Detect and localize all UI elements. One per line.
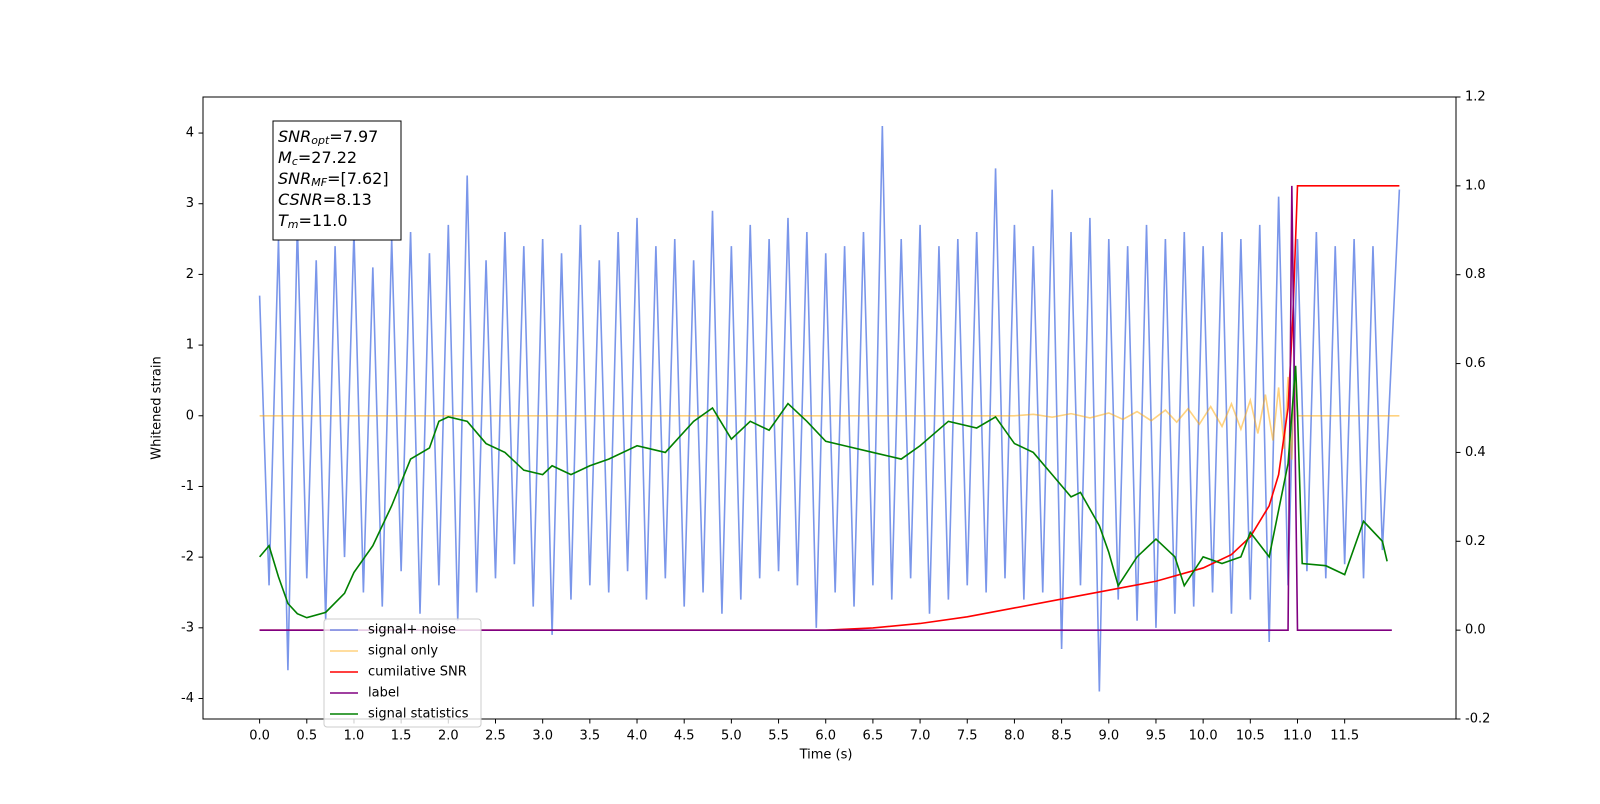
series-line <box>258 125 1401 692</box>
y-tick-label: 0 <box>186 408 194 423</box>
x-tick-label: 5.0 <box>721 729 742 744</box>
y-tick-label: 1 <box>186 338 194 353</box>
annotation-value: =27.22 <box>298 148 357 167</box>
annotation-symbol: CSNR <box>278 190 323 209</box>
annotation-line: Mc=27.22 <box>278 148 357 169</box>
y-tick-label: -4 <box>181 691 194 706</box>
y-tick-label: -2 <box>181 550 194 565</box>
x-tick-label: 7.0 <box>910 729 931 744</box>
y-tick-label: 3 <box>186 196 194 211</box>
x-tick-label: 3.5 <box>580 729 601 744</box>
y2-tick-label: 0.6 <box>1465 356 1486 371</box>
x-tick-label: 8.0 <box>1004 729 1025 744</box>
annotation-symbol: T <box>278 211 289 230</box>
annotation-subscript: opt <box>311 134 330 147</box>
y2-tick-label: 1.0 <box>1465 178 1486 193</box>
x-tick-label: 2.0 <box>438 729 459 744</box>
y2-tick-label: 0.4 <box>1465 445 1486 460</box>
plot-frame <box>202 96 1457 720</box>
annotation-subscript: c <box>292 155 298 168</box>
x-axis-label: Time (s) <box>799 748 853 763</box>
annotation-symbol: SNR <box>278 127 311 146</box>
series-line <box>259 185 1392 631</box>
series-line <box>259 365 1388 619</box>
y-axis-label: Whitened strain <box>150 356 165 459</box>
x-tick-label: 10.0 <box>1189 729 1218 744</box>
x-tick-label: 1.5 <box>391 729 412 744</box>
x-tick-label: 6.5 <box>863 729 884 744</box>
legend-label: signal+ noise <box>368 623 456 638</box>
x-tick-label: 0.5 <box>296 729 317 744</box>
x-tick-label: 11.0 <box>1283 729 1312 744</box>
annotation-subscript: m <box>288 218 299 231</box>
annotation-value: =7.97 <box>329 127 378 146</box>
y2-tick-label: 0.0 <box>1465 623 1486 638</box>
x-tick-label: 10.5 <box>1236 729 1265 744</box>
y2-tick-label: 0.2 <box>1465 534 1486 549</box>
annotation-value: =[7.62] <box>327 169 389 188</box>
annotation-line: Tm=11.0 <box>278 211 348 232</box>
y2-tick-label: -0.2 <box>1465 712 1490 727</box>
x-tick-label: 9.0 <box>1098 729 1119 744</box>
x-tick-label: 4.0 <box>627 729 648 744</box>
y2-tick-label: 0.8 <box>1465 267 1486 282</box>
x-tick-label: 0.0 <box>249 729 270 744</box>
annotation-value: =8.13 <box>323 190 372 209</box>
y-tick-label: -3 <box>181 620 194 635</box>
annotation-symbol: M <box>278 148 292 167</box>
series-line <box>259 185 1400 631</box>
legend-label: signal statistics <box>368 707 469 722</box>
x-tick-label: 6.0 <box>815 729 836 744</box>
legend-label: cumilative SNR <box>368 665 467 680</box>
legend-label: signal only <box>368 644 438 659</box>
x-tick-label: 3.0 <box>532 729 553 744</box>
x-tick-label: 11.5 <box>1330 729 1359 744</box>
annotation-line: SNRMF=[7.62] <box>278 169 389 190</box>
annotation-line: CSNR=8.13 <box>278 190 372 209</box>
x-tick-label: 9.5 <box>1146 729 1167 744</box>
annotation-box <box>272 120 402 241</box>
x-tick-label: 4.5 <box>674 729 695 744</box>
legend-box <box>323 618 482 728</box>
x-tick-label: 5.5 <box>768 729 789 744</box>
y-tick-label: 4 <box>186 126 194 141</box>
x-tick-label: 1.0 <box>344 729 365 744</box>
annotation-subscript: MF <box>311 176 327 189</box>
x-tick-label: 7.5 <box>957 729 978 744</box>
y2-tick-label: 1.2 <box>1465 90 1486 105</box>
y-tick-label: -1 <box>181 479 194 494</box>
x-tick-label: 2.5 <box>485 729 506 744</box>
y-tick-label: 2 <box>186 267 194 282</box>
annotation-value: =11.0 <box>299 211 348 230</box>
legend-label: label <box>368 686 399 701</box>
x-tick-label: 8.5 <box>1051 729 1072 744</box>
annotation-symbol: SNR <box>278 169 311 188</box>
annotation-line: SNRopt=7.97 <box>278 127 378 148</box>
